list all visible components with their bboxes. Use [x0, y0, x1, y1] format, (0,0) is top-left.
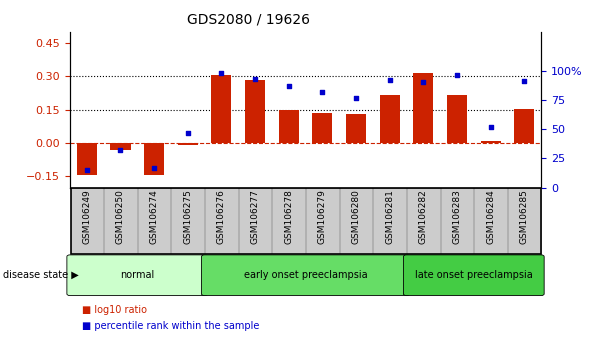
Bar [144, 143, 164, 175]
Text: GDS2080 / 19626: GDS2080 / 19626 [187, 12, 311, 27]
Point [116, 147, 125, 153]
Text: GSM106279: GSM106279 [318, 189, 327, 244]
Bar [77, 143, 97, 175]
Text: GSM106283: GSM106283 [452, 189, 461, 244]
Bar [211, 75, 232, 143]
Point [452, 73, 462, 78]
Point [486, 124, 496, 130]
Point [82, 167, 92, 173]
Text: disease state ▶: disease state ▶ [3, 270, 79, 280]
Point [317, 89, 327, 95]
Text: GSM106250: GSM106250 [116, 189, 125, 244]
Bar [278, 110, 299, 143]
Text: GSM106277: GSM106277 [250, 189, 260, 244]
Text: GSM106274: GSM106274 [150, 189, 159, 244]
Point [216, 70, 226, 76]
Point [149, 165, 159, 171]
Bar [447, 95, 467, 143]
Point [519, 79, 529, 84]
Text: early onset preeclampsia: early onset preeclampsia [244, 270, 367, 280]
Text: normal: normal [120, 270, 154, 280]
Text: GSM106276: GSM106276 [217, 189, 226, 244]
Point [385, 77, 395, 83]
Bar [346, 114, 366, 143]
Text: GSM106278: GSM106278 [284, 189, 293, 244]
Point [351, 95, 361, 101]
Text: ■ log10 ratio: ■ log10 ratio [82, 305, 147, 315]
Point [183, 130, 193, 136]
Point [418, 80, 428, 85]
Text: GSM106249: GSM106249 [82, 189, 91, 244]
Text: ■ percentile rank within the sample: ■ percentile rank within the sample [82, 321, 260, 331]
Bar [178, 143, 198, 145]
Bar [379, 95, 399, 143]
Text: GSM106275: GSM106275 [183, 189, 192, 244]
Bar [245, 80, 265, 143]
Text: GSM106280: GSM106280 [351, 189, 361, 244]
Text: GSM106284: GSM106284 [486, 189, 495, 244]
Point [250, 76, 260, 82]
Point [284, 83, 294, 89]
Bar [413, 73, 434, 143]
Text: GSM106281: GSM106281 [385, 189, 394, 244]
Text: late onset preeclampsia: late onset preeclampsia [415, 270, 533, 280]
Text: GSM106285: GSM106285 [520, 189, 529, 244]
Bar [514, 109, 534, 143]
Bar [480, 141, 501, 143]
Bar [110, 143, 131, 150]
Text: GSM106282: GSM106282 [419, 189, 428, 244]
Bar [313, 113, 333, 143]
